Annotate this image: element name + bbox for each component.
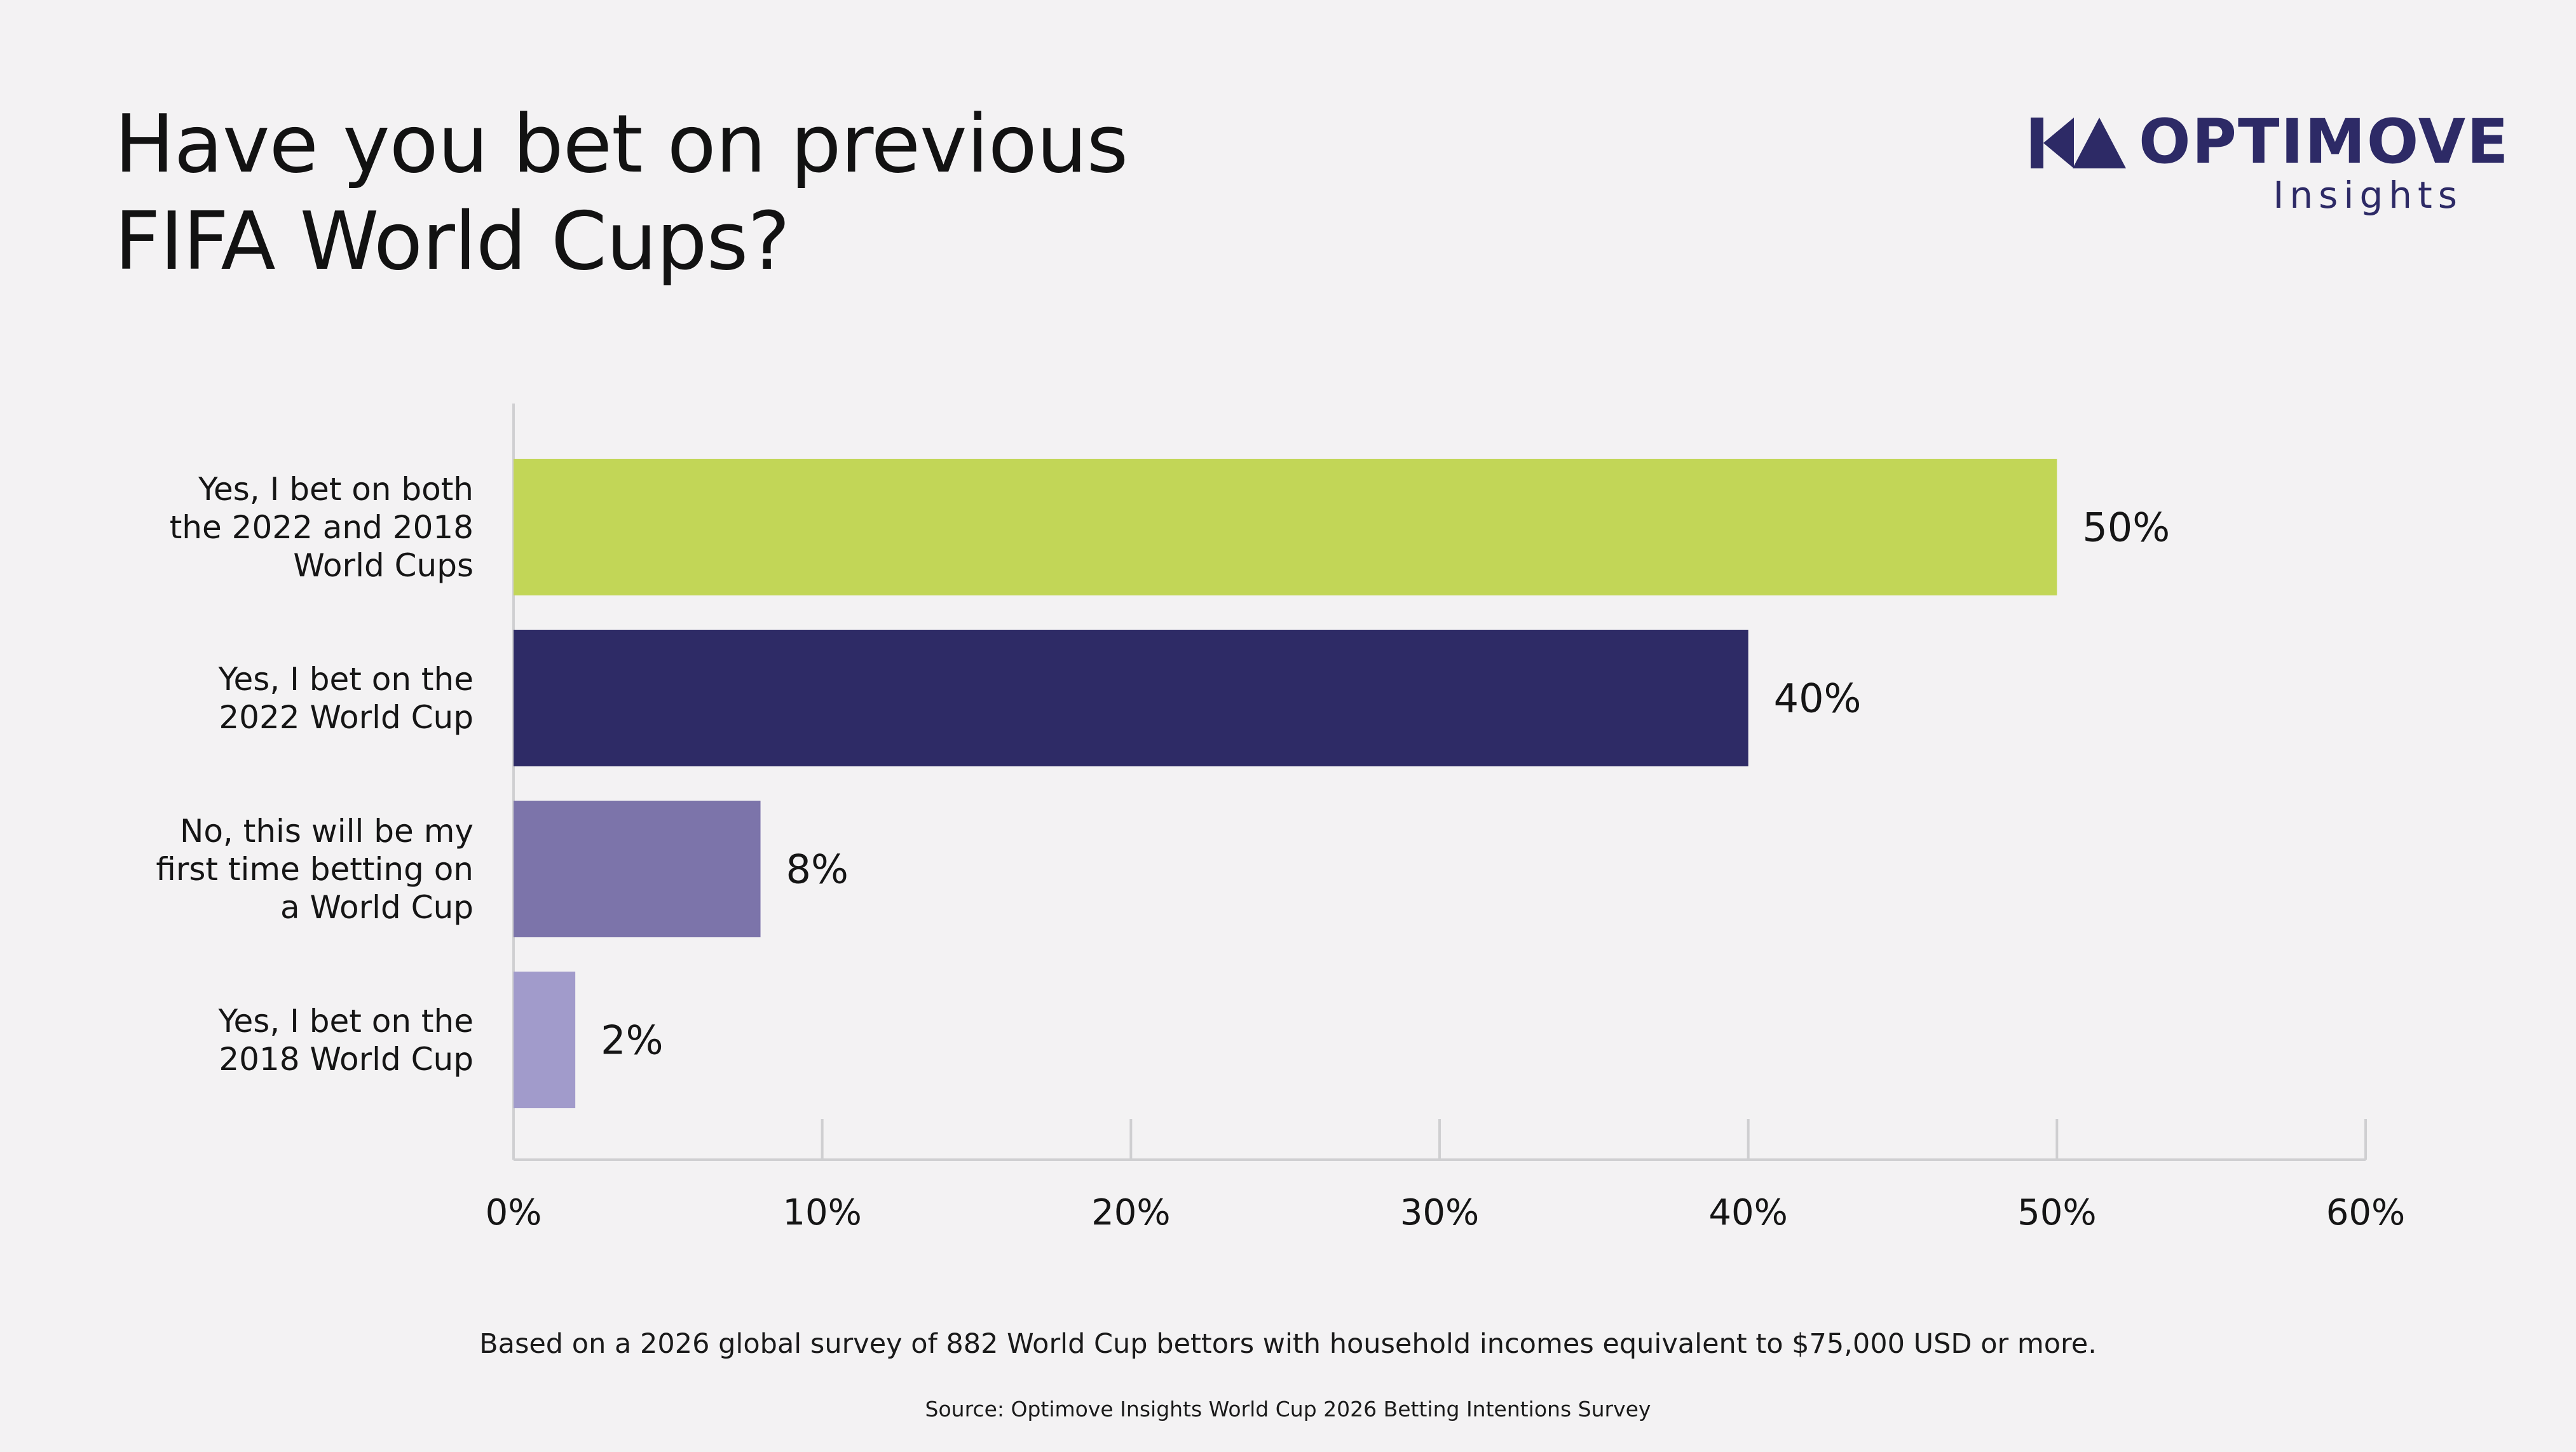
category-label-line: a World Cup [280,888,474,926]
x-tick-label: 40% [1708,1192,1787,1233]
category-label: Yes, I bet on the 2022 World Cup [67,660,474,736]
bar-value-label: 40% [1774,675,1862,722]
category-label-line: first time betting on [156,850,474,888]
footnote: Based on a 2026 global survey of 882 Wor… [479,1328,2097,1360]
x-tick-label: 50% [2017,1192,2096,1233]
bar-value-label: 50% [2082,505,2170,551]
optimove-logo: OPTIMOVE Insights [2031,106,2509,219]
category-label-line: 2018 World Cup [219,1040,474,1078]
category-label-line: Yes, I bet on both [198,470,474,508]
bar [514,630,1748,766]
category-label-line: Yes, I bet on the [218,660,474,698]
x-tick-label: 10% [782,1192,861,1233]
chart-title: Have you bet on previous FIFA World Cups… [114,95,1128,290]
bar [514,459,2057,595]
bar-value-label: 8% [786,846,848,893]
bar [514,972,576,1108]
x-tick-label: 20% [1091,1192,1170,1233]
source-note: Source: Optimove Insights World Cup 2026… [925,1397,1651,1421]
x-tick-label: 30% [1400,1192,1479,1233]
x-tick-label: 0% [486,1192,542,1233]
logo-subtitle: Insights [2273,173,2463,217]
category-label: Yes, I bet on the 2018 World Cup [67,1002,474,1078]
bar-chart: 0% 10% 20% 30% 40% 50% 60% 50% 40% 8% 2% [486,404,2405,1233]
category-label-line: No, this will be my [179,812,474,850]
x-tick-label: 60% [2326,1192,2405,1233]
chart-title-line-1: Have you bet on previous [114,97,1128,191]
category-label-line: the 2022 and 2018 [169,508,474,546]
category-label-line: Yes, I bet on the [218,1002,474,1040]
category-label: No, this will be my first time betting on… [67,812,474,926]
bar [514,801,761,937]
chart-title-line-2: FIFA World Cups? [114,194,790,288]
bar-value-label: 2% [601,1017,663,1064]
logo-wordmark: OPTIMOVE [2139,106,2510,177]
category-label-line: 2022 World Cup [219,698,474,736]
category-label: Yes, I bet on both the 2022 and 2018 World… [67,470,474,585]
optimove-logo-icon [2031,118,2126,168]
category-label-line: World Cups [293,546,474,584]
